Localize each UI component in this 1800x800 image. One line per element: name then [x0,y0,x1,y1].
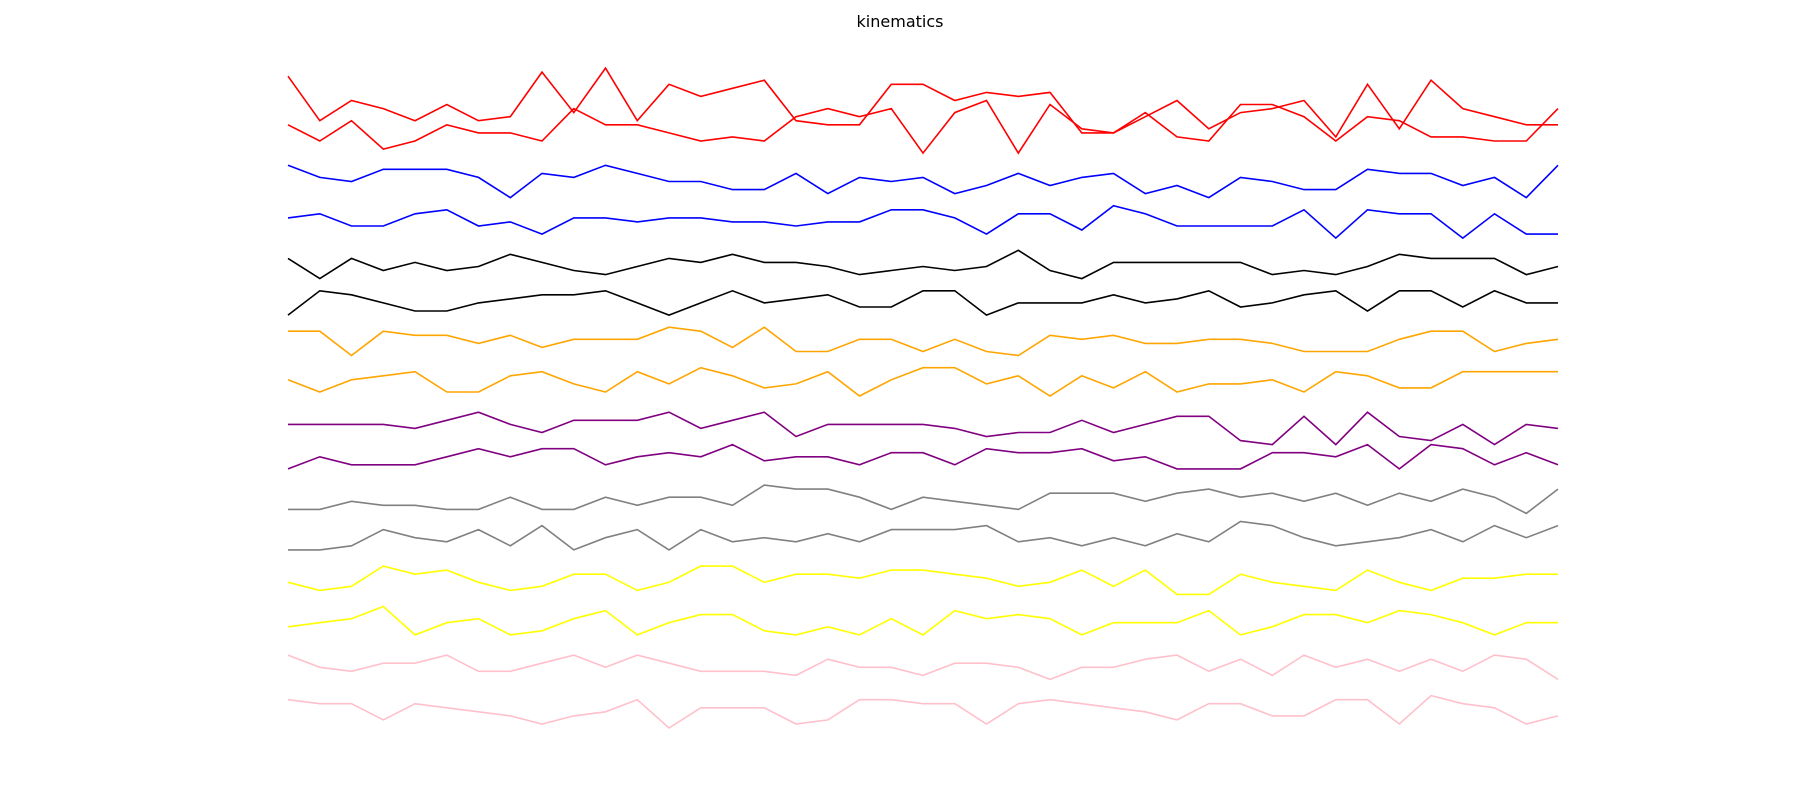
series-line-15 [287,654,1559,681]
series-line-16 [287,694,1559,729]
series-line-12 [288,520,1559,551]
series-line-11 [288,484,1559,515]
chart-title: kinematics [856,12,944,31]
series-line-8 [287,366,1558,397]
series-line-6 [287,289,1558,317]
series-line-9 [288,411,1559,446]
series-line-10 [287,443,1559,470]
series-line-4 [287,204,1558,240]
series-line-3 [287,164,1559,199]
series-line-7 [288,326,1559,357]
series-line-5 [287,249,1559,280]
series-group [287,66,1559,729]
series-line-14 [287,605,1558,636]
series-line-1 [287,66,1558,139]
series-line-2 [287,99,1559,155]
series-line-13 [287,565,1558,596]
